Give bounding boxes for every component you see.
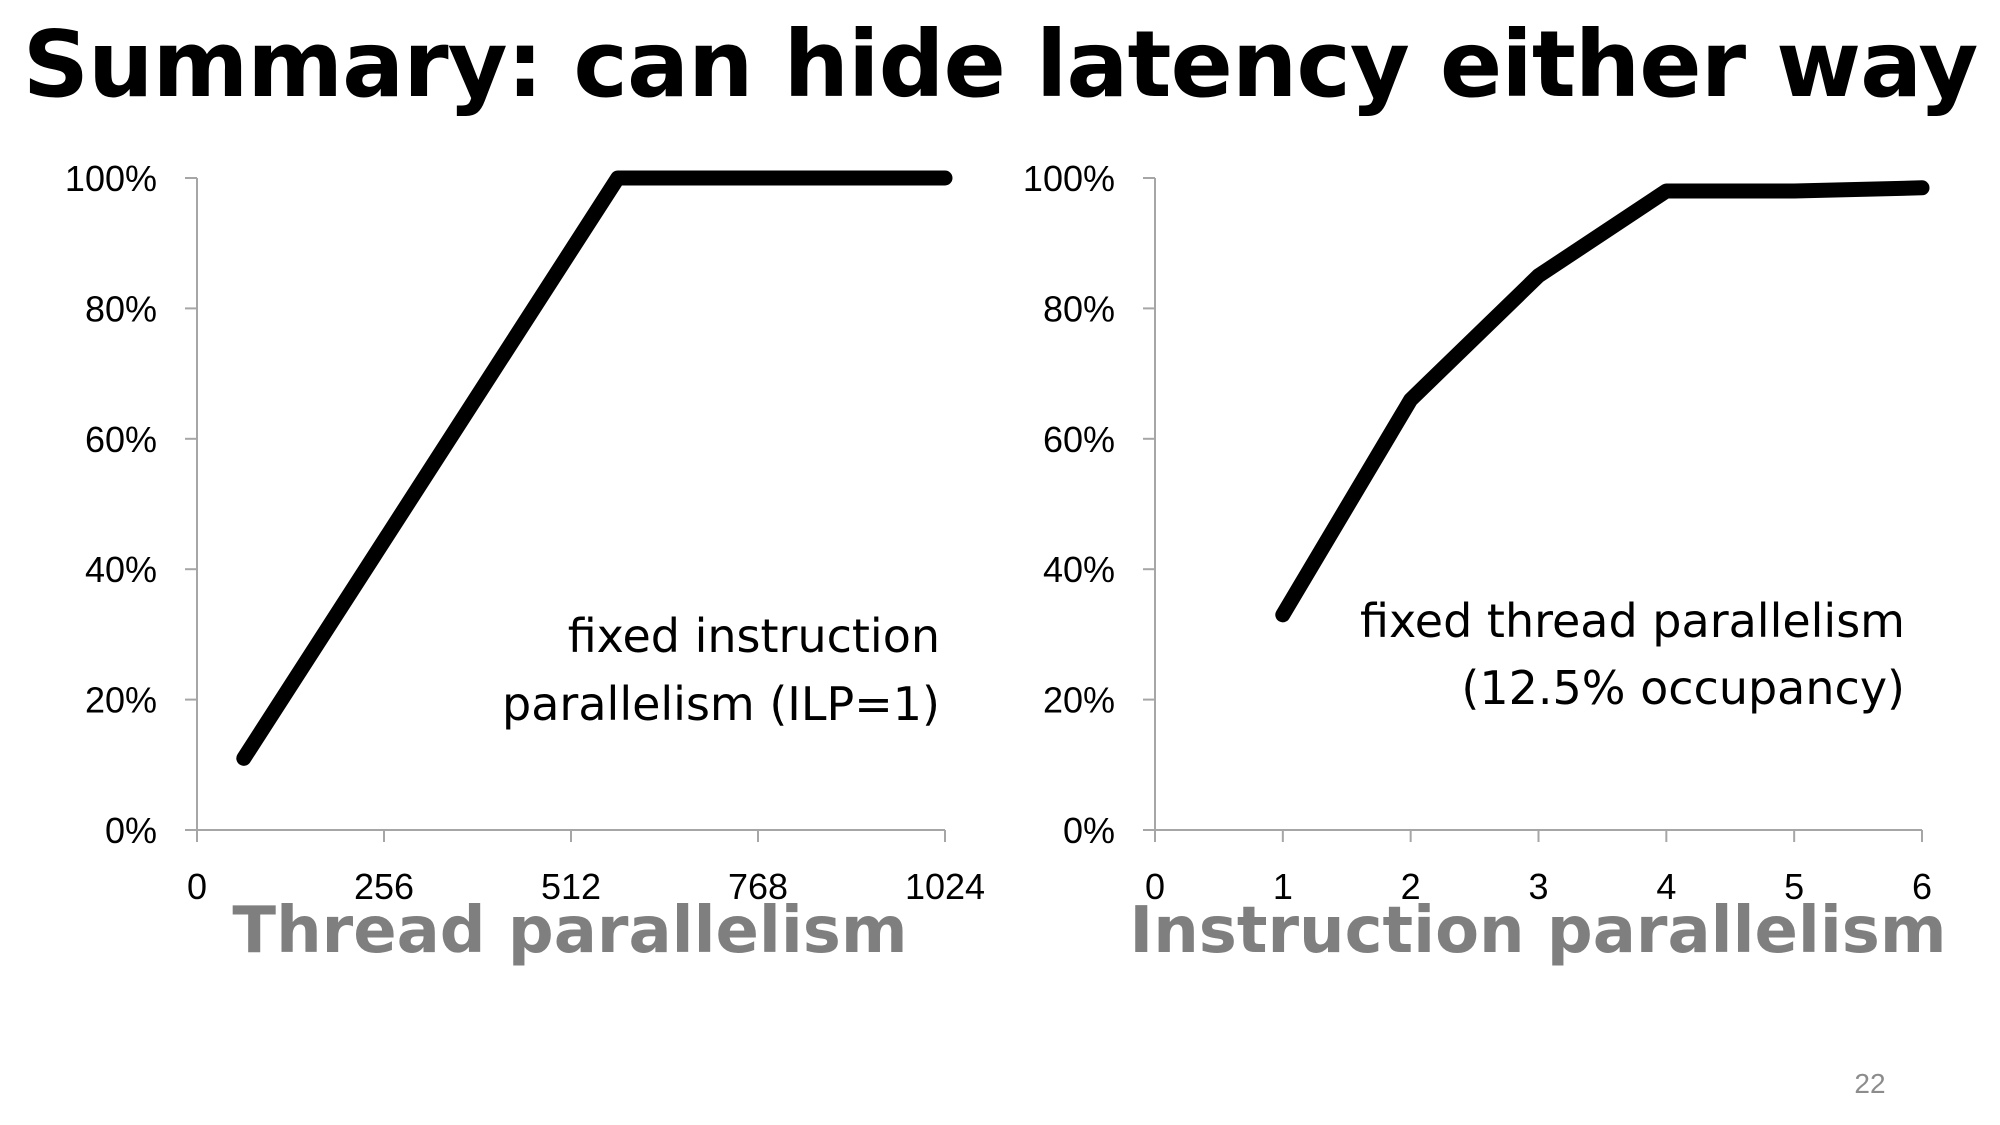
x-tick-label: 256 <box>354 866 414 907</box>
y-tick-label: 20% <box>1043 680 1115 721</box>
x-tick-label: 512 <box>541 866 601 907</box>
x-tick-label: 5 <box>1784 866 1804 907</box>
x-tick-label: 1 <box>1273 866 1293 907</box>
series-line <box>1275 180 1930 623</box>
y-tick-label: 80% <box>1043 288 1115 329</box>
page-number: 22 <box>1854 1068 1886 1099</box>
y-tick-label: 0% <box>105 810 157 851</box>
x-axis-label: Instruction parallelism <box>1129 894 1946 968</box>
y-tick-label: 100% <box>1023 158 1115 199</box>
thread-parallelism-chart: 0% 20% 40% 60% 80% 100% 0 256 512 768 1024 fixed in… <box>65 158 985 968</box>
instruction-parallelism-chart: 0% 20% 40% 60% 80% 100% 0 1 2 3 4 5 6 fixed thread pa… <box>1023 158 1947 968</box>
x-tick-label: 1024 <box>905 866 985 907</box>
y-tick-label: 80% <box>85 288 157 329</box>
series-line <box>236 170 953 766</box>
chart-annotation-line: (12.5% occupancy) <box>1461 661 1905 715</box>
y-tick-label: 100% <box>65 158 157 199</box>
chart-annotation-line: fixed thread parallelism <box>1360 594 1905 648</box>
y-tick-label: 60% <box>1043 419 1115 460</box>
chart-annotation-line: parallelism (ILP=1) <box>502 677 940 731</box>
y-tick-label: 40% <box>1043 549 1115 590</box>
x-tick-label: 0 <box>187 866 207 907</box>
x-tick-label: 4 <box>1656 866 1676 907</box>
x-axis-label: Thread parallelism <box>232 894 907 968</box>
y-tick-label: 0% <box>1063 810 1115 851</box>
x-tick-label: 6 <box>1912 866 1932 907</box>
x-tick-label: 0 <box>1145 866 1165 907</box>
x-tick-label: 2 <box>1401 866 1421 907</box>
y-tick-label: 60% <box>85 419 157 460</box>
y-tick-label: 40% <box>85 549 157 590</box>
slide-title: Summary: can hide latency either way <box>22 11 1979 118</box>
x-tick-label: 768 <box>728 866 788 907</box>
y-tick-label: 20% <box>85 680 157 721</box>
chart-annotation-line: fixed instruction <box>568 609 940 663</box>
x-tick-label: 3 <box>1528 866 1548 907</box>
